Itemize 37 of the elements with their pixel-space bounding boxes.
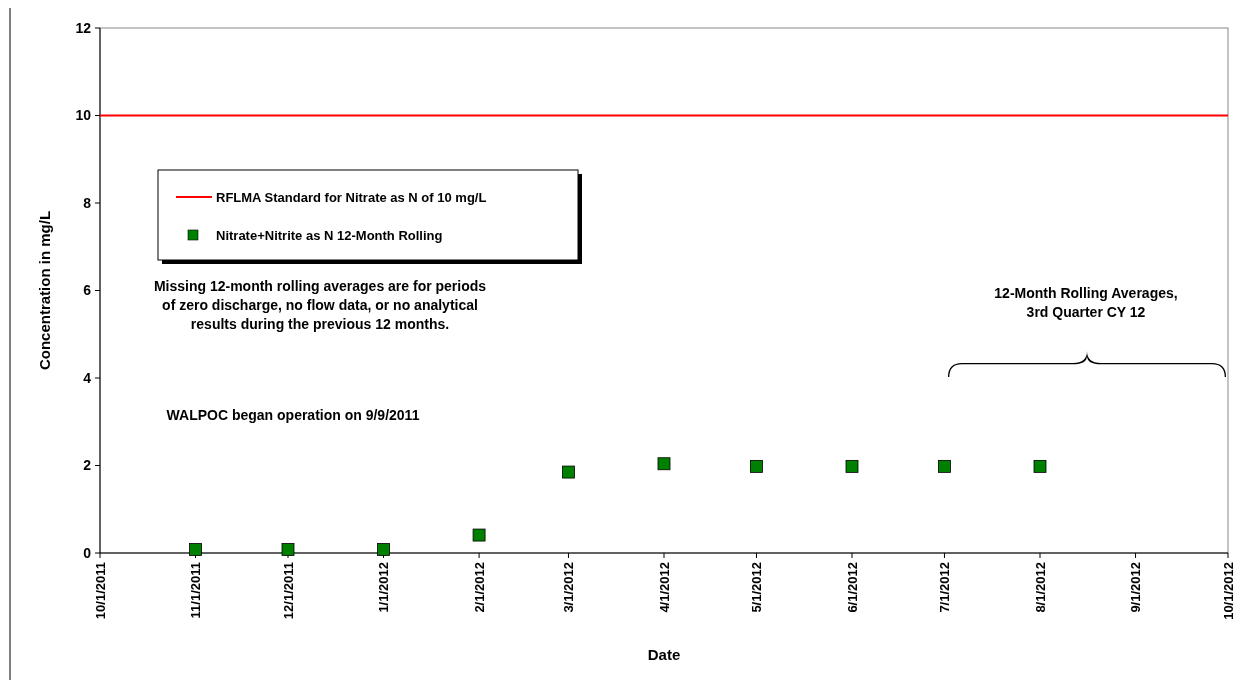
x-tick-label: 12/1/2011 xyxy=(280,562,296,620)
point xyxy=(562,465,575,479)
y-tick-label: 4 xyxy=(83,369,92,386)
annotation: WALPOC began operation on 9/9/2011 xyxy=(166,407,420,423)
y-tick-label: 6 xyxy=(83,282,92,299)
x-tick-label: 2/1/2012 xyxy=(471,562,487,613)
y-axis-title: Concentration in mg/L xyxy=(36,210,53,371)
annotation: 12-Month Rolling Averages, 3rd Quarter CY 12 xyxy=(994,285,1178,320)
x-tick-label: 9/1/2012 xyxy=(1128,562,1144,613)
x-tick-label: 7/1/2012 xyxy=(937,562,953,613)
x-tick-label: 3/1/2012 xyxy=(561,562,577,613)
x-tick-label: 4/1/2012 xyxy=(656,562,672,613)
x-tick-label: 6/1/2012 xyxy=(844,562,860,613)
legend-label: RFLMA Standard for Nitrate as N of 10 mg/L xyxy=(216,189,487,205)
point xyxy=(189,543,202,556)
y-tick-label: 12 xyxy=(75,19,92,36)
point xyxy=(845,459,859,473)
y-tick-label: 2 xyxy=(83,457,92,474)
y-tick-label: 0 xyxy=(83,544,92,561)
point xyxy=(938,459,951,473)
point xyxy=(1033,459,1047,473)
x-tick-label: 10/1/2012 xyxy=(1220,562,1236,620)
x-tick-label: 11/1/2011 xyxy=(188,562,204,619)
annotation: Missing 12-month rolling averages are for periods of zero discharge, no flow data, or no analytical results during the previous 12 months. xyxy=(153,278,487,332)
point xyxy=(377,543,390,556)
x-tick-label: 10/1/2011 xyxy=(92,562,108,620)
point xyxy=(472,528,486,542)
point xyxy=(750,459,763,473)
x-tick-label: 5/1/2012 xyxy=(749,562,765,613)
x-tick-label: 1/1/2012 xyxy=(376,562,392,613)
point xyxy=(657,457,671,471)
y-tick-label: 8 xyxy=(83,194,92,211)
legend-label: Nitrate+Nitrite as N 12-Month Rolling xyxy=(216,227,443,243)
x-tick-label: 8/1/2012 xyxy=(1032,562,1048,613)
y-tick-label: 10 xyxy=(75,107,92,124)
x-axis-title: Date xyxy=(647,646,681,663)
point xyxy=(281,543,295,556)
